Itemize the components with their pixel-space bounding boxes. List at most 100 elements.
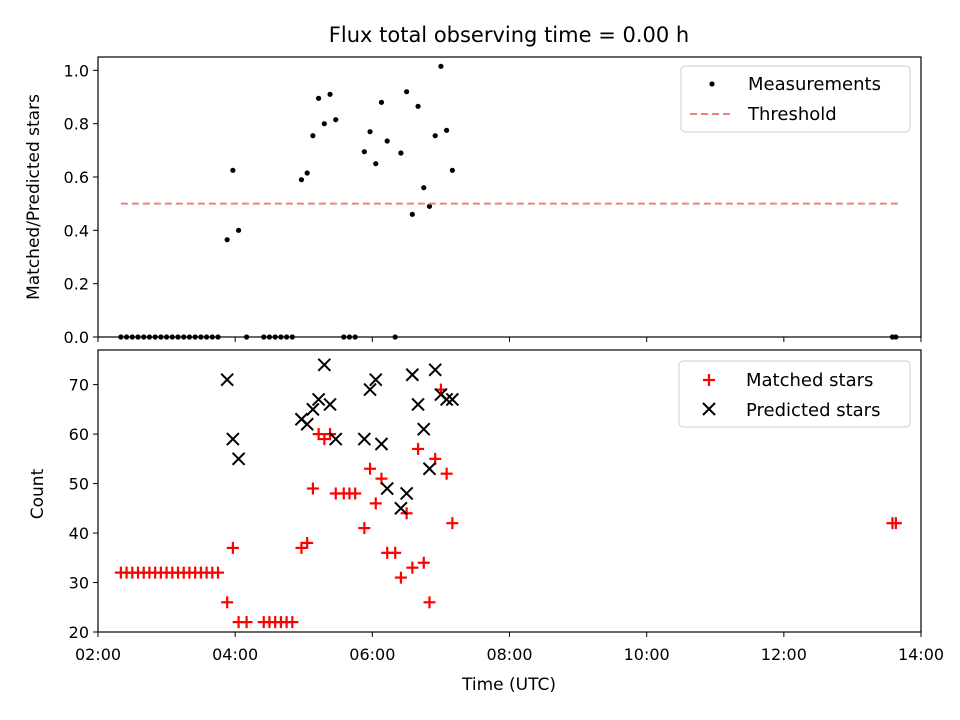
predicted-point [329, 432, 343, 446]
measurement-point [203, 334, 210, 340]
measurement-point [438, 63, 444, 69]
chart-title: Flux total observing time = 0.00 h [329, 23, 689, 47]
matched-point [440, 467, 453, 480]
y-tick-label: 70 [69, 376, 89, 395]
measurement-point [352, 334, 358, 340]
top-y-ticks: 0.0 0.2 0.4 0.6 0.8 1.0 [64, 61, 98, 347]
y-tick-label: 0.0 [64, 328, 89, 347]
legend-measurements-marker [709, 81, 715, 87]
bottom-x-ticks: 02:00 04:00 06:00 08:00 10:00 12:00 14:00 [75, 632, 944, 664]
matched-point [221, 596, 234, 609]
matched-point [889, 517, 902, 530]
measurement-point [163, 334, 170, 340]
matched-point [406, 561, 419, 574]
y-tick-label: 0.8 [64, 115, 89, 134]
measurement-point [243, 334, 250, 340]
predicted-point [380, 481, 394, 496]
measurement-point [158, 334, 164, 340]
predicted-point [357, 432, 372, 446]
measurement-point [181, 334, 187, 340]
measurement-point [409, 211, 415, 217]
measurement-point [235, 227, 242, 233]
legend-predicted-label: Predicted stars [746, 400, 880, 421]
x-axis-label: Time (UTC) [461, 675, 556, 695]
matched-point [358, 522, 371, 535]
measurement-point [415, 103, 421, 109]
measurement-point [261, 334, 267, 340]
top-legend: Measurements Threshold [680, 65, 911, 133]
measurement-point [449, 167, 455, 173]
predicted-point [311, 392, 326, 407]
matched-point [369, 497, 382, 510]
measurement-point [215, 334, 221, 340]
matched-point [364, 462, 377, 475]
measurement-point [444, 127, 450, 133]
legend-threshold-label: Threshold [747, 104, 837, 125]
bottom-legend-box [678, 360, 911, 428]
bottom-y-ticks: 20 30 40 50 60 70 [69, 376, 98, 642]
measurement-point [266, 334, 273, 340]
matched-point [446, 517, 459, 530]
matched-point [389, 546, 402, 559]
matched-point [394, 571, 407, 584]
x-tick-label: 04:00 [212, 645, 258, 664]
top-x-ticks [97, 337, 922, 342]
measurement-point [373, 161, 379, 167]
bottom-marks [114, 358, 902, 629]
predicted-point [411, 397, 425, 412]
x-tick-label: 12:00 [761, 645, 807, 664]
measurement-point [893, 334, 899, 340]
predicted-point [363, 382, 377, 397]
bottom-y-axis-label: Count [28, 468, 48, 519]
measurement-point [367, 129, 373, 135]
predicted-point [220, 372, 234, 387]
predicted-point [226, 432, 240, 446]
measurement-point [123, 334, 130, 340]
matched-point [412, 442, 425, 455]
measurement-point [118, 334, 124, 340]
predicted-point [405, 368, 420, 382]
measurement-point [346, 334, 353, 340]
y-tick-label: 40 [69, 524, 89, 543]
matched-point [417, 556, 430, 569]
measurement-point [209, 334, 215, 340]
measurement-point [141, 334, 147, 340]
measurement-point [384, 138, 390, 144]
predicted-point [399, 486, 414, 501]
measurement-point [129, 334, 135, 340]
measurement-point [316, 95, 322, 101]
measurement-point [278, 334, 284, 340]
measurement-point [341, 334, 347, 340]
measurement-point [224, 237, 230, 243]
measurement-point [192, 334, 198, 340]
matched-point [423, 596, 436, 609]
x-tick-label: 02:00 [75, 645, 121, 664]
measurement-point [289, 334, 295, 340]
x-tick-label: 10:00 [624, 645, 670, 664]
predicted-point [300, 417, 314, 431]
measurement-point [230, 167, 236, 173]
top-panel: 0.0 0.2 0.4 0.6 0.8 1.0 Matched/Predicted sta… [24, 56, 922, 347]
predicted-point [394, 501, 408, 516]
measurement-point [135, 334, 141, 340]
x-tick-label: 06:00 [349, 645, 395, 664]
matched-point [349, 487, 362, 500]
measurement-point [327, 91, 333, 97]
measurement-point [169, 334, 175, 340]
x-tick-label: 08:00 [486, 645, 532, 664]
measurement-point [333, 117, 339, 123]
matched-point [301, 536, 314, 549]
predicted-point [445, 392, 460, 407]
measurement-point [175, 334, 181, 340]
y-tick-label: 50 [69, 475, 89, 494]
bottom-legend: Matched stars Predicted stars [678, 360, 911, 428]
predicted-point [374, 437, 389, 451]
predicted-point [369, 372, 383, 387]
y-tick-label: 20 [69, 623, 89, 642]
predicted-point [317, 358, 332, 372]
measurement-point [298, 177, 305, 183]
legend-measurements-label: Measurements [748, 74, 881, 95]
measurement-point [198, 334, 204, 340]
measurement-point [392, 334, 398, 340]
